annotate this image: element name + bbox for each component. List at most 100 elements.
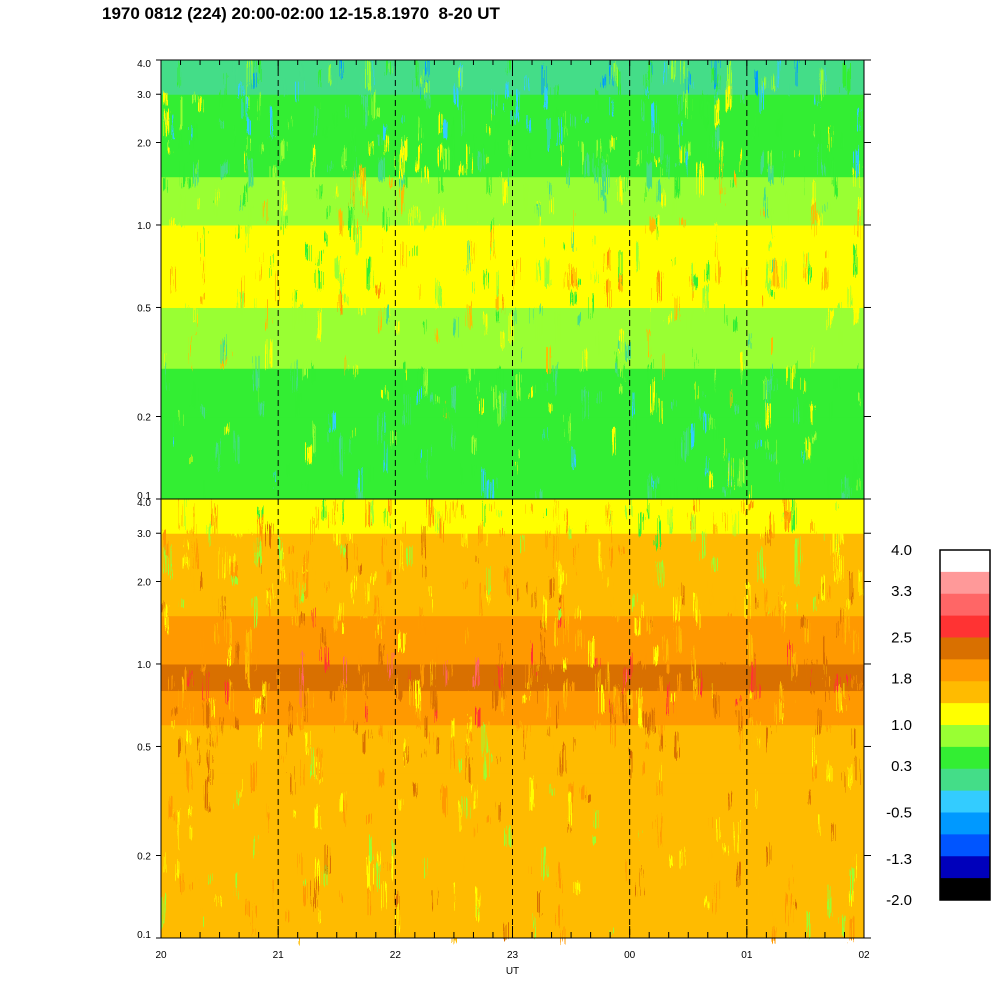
- spectrogram-cell: [164, 92, 167, 105]
- spectrogram-cell: [259, 705, 262, 735]
- spectrogram-cell: [605, 567, 608, 587]
- spectrogram-cell: [496, 288, 500, 309]
- spectrogram-cell: [407, 547, 411, 567]
- spectrogram-cell: [312, 517, 315, 543]
- spectrogram-cell: [324, 127, 328, 139]
- spectrogram-cell: [216, 190, 219, 205]
- spectrogram-cell: [542, 654, 546, 666]
- spectrogram-cell: [754, 686, 758, 700]
- spectrogram-cell: [486, 814, 491, 822]
- spectrogram-cell: [237, 225, 242, 239]
- spectrogram-cell: [619, 328, 623, 352]
- spectrogram-cell: [305, 691, 308, 722]
- spectrogram-cell: [404, 139, 408, 160]
- spectrogram-cell: [186, 262, 191, 287]
- spectrogram-cell: [282, 181, 286, 213]
- spectrogram-cell: [587, 795, 591, 802]
- colorbar-swatch: [940, 725, 990, 748]
- spectrogram-cell: [445, 232, 449, 246]
- spectrogram-cell: [764, 378, 768, 400]
- spectrogram-cell: [369, 814, 372, 825]
- spectrogram-cell: [294, 360, 296, 392]
- spectrogram-cell: [301, 614, 304, 628]
- spectrogram-cell: [844, 616, 848, 642]
- spectrogram-cell: [499, 331, 503, 348]
- spectrogram-cell: [828, 677, 831, 689]
- spectrogram-cell: [181, 872, 184, 892]
- spectrogram-cell: [854, 755, 857, 782]
- spectrogram-cell: [728, 86, 732, 111]
- spectrogram-cell: [609, 137, 613, 150]
- spectrogram-cell: [612, 137, 615, 150]
- spectrogram-cell: [795, 151, 797, 158]
- spectrogram-cell: [359, 470, 361, 499]
- spectrogram-cell: [595, 657, 598, 667]
- spectrogram-cell: [287, 463, 291, 476]
- spectrogram-cell: [497, 665, 501, 687]
- spectrogram-cell: [816, 100, 818, 107]
- spectrogram-cell: [574, 545, 577, 574]
- spectrogram-cell: [848, 65, 852, 93]
- spectrogram-cell: [388, 178, 393, 189]
- spectrogram-cell: [179, 194, 182, 209]
- spectrogram-cell: [468, 732, 473, 741]
- spectrogram-cell: [642, 100, 645, 121]
- spectrogram-cell: [408, 670, 410, 681]
- colorbar-swatch: [940, 878, 990, 901]
- spectrogram-cell: [266, 785, 270, 814]
- spectrogram-cell: [468, 717, 472, 744]
- spectrogram-cell: [267, 692, 270, 703]
- spectrogram-cell: [304, 484, 308, 493]
- spectrogram-cell: [757, 441, 759, 449]
- spectrogram-cell: [578, 892, 582, 900]
- spectrogram-cell: [545, 90, 548, 111]
- spectrogram-cell: [368, 883, 371, 913]
- spectrogram-cell: [190, 882, 194, 890]
- spectrogram-cell: [415, 449, 419, 462]
- spectrogram-cell: [839, 331, 843, 345]
- spectrogram-cell: [682, 429, 686, 459]
- spectrogram-cell: [572, 212, 575, 234]
- spectrogram-cell: [775, 440, 778, 464]
- spectrogram-cell: [770, 337, 773, 355]
- spectrogram-cell: [810, 404, 815, 426]
- spectrogram-cell: [738, 728, 741, 752]
- spectrogram-cell: [336, 528, 340, 544]
- spectrogram-cell: [513, 108, 517, 125]
- spectrogram-cell: [246, 137, 249, 151]
- spectrogram-cell: [343, 694, 345, 721]
- spectrogram-cell: [210, 766, 212, 784]
- spectrogram-cell: [361, 909, 364, 922]
- spectrogram-cell: [542, 621, 544, 630]
- spectrogram-cell: [501, 528, 504, 536]
- spectrogram-cell: [291, 119, 293, 128]
- spectrogram-cell: [351, 429, 353, 438]
- spectrogram-cell: [838, 536, 841, 557]
- spectrogram-cell: [593, 715, 596, 728]
- spectrogram-cell: [231, 701, 235, 727]
- spectrogram-cell: [836, 503, 838, 510]
- spectrogram-cell: [429, 586, 432, 597]
- spectrogram-cell: [653, 821, 655, 839]
- spectrogram-cell: [416, 206, 419, 220]
- spectrogram-cell: [300, 305, 304, 323]
- spectrogram-cell: [841, 242, 845, 271]
- spectrogram-cell: [348, 144, 351, 162]
- spectrogram-cell: [561, 926, 565, 943]
- spectrogram-cell: [431, 599, 433, 616]
- spectrogram-cell: [537, 260, 541, 283]
- spectrogram-cell: [414, 244, 418, 274]
- spectrogram-cell: [711, 557, 715, 573]
- spectrogram-cell: [305, 571, 309, 598]
- spectrogram-cell: [637, 662, 642, 684]
- spectrogram-cell: [503, 298, 505, 314]
- spectrogram-cell: [816, 77, 819, 105]
- spectrogram-cell: [436, 703, 439, 723]
- spectrogram-cell: [479, 523, 482, 543]
- spectrogram-cell: [699, 670, 702, 698]
- spectrogram-cell: [230, 746, 233, 764]
- spectrogram-cell: [821, 69, 824, 100]
- spectrogram-cell: [323, 553, 327, 569]
- spectrogram-cell: [273, 124, 276, 156]
- spectrogram-cell: [556, 618, 559, 647]
